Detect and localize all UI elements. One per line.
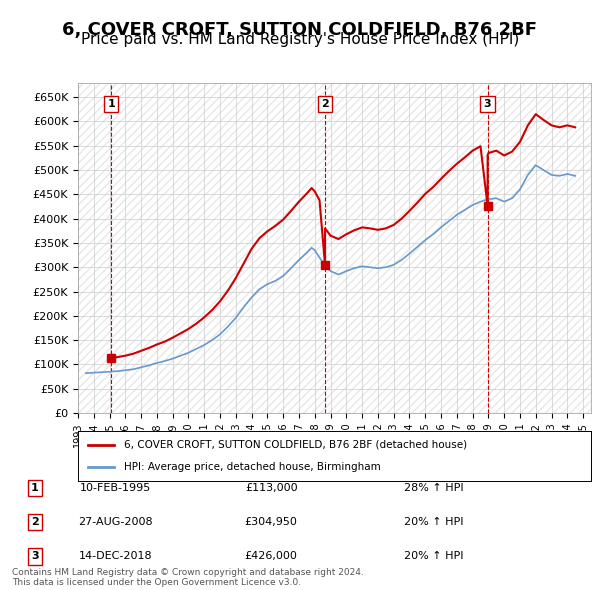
Text: 2: 2 xyxy=(31,517,39,527)
Text: 1: 1 xyxy=(107,99,115,109)
Text: 20% ↑ HPI: 20% ↑ HPI xyxy=(404,517,463,527)
Text: £304,950: £304,950 xyxy=(245,517,298,527)
Text: Price paid vs. HM Land Registry's House Price Index (HPI): Price paid vs. HM Land Registry's House … xyxy=(81,32,519,47)
Text: 3: 3 xyxy=(31,551,39,561)
Text: 1: 1 xyxy=(31,483,39,493)
Text: Contains HM Land Registry data © Crown copyright and database right 2024.
This d: Contains HM Land Registry data © Crown c… xyxy=(12,568,364,587)
Text: 20% ↑ HPI: 20% ↑ HPI xyxy=(404,551,463,561)
Text: £113,000: £113,000 xyxy=(245,483,298,493)
Text: 27-AUG-2008: 27-AUG-2008 xyxy=(79,517,153,527)
Text: 10-FEB-1995: 10-FEB-1995 xyxy=(80,483,151,493)
Text: 2: 2 xyxy=(321,99,329,109)
Text: HPI: Average price, detached house, Birmingham: HPI: Average price, detached house, Birm… xyxy=(124,462,381,472)
Text: 3: 3 xyxy=(484,99,491,109)
Text: £426,000: £426,000 xyxy=(245,551,298,561)
Text: 14-DEC-2018: 14-DEC-2018 xyxy=(79,551,152,561)
Text: 28% ↑ HPI: 28% ↑ HPI xyxy=(404,483,463,493)
Text: 6, COVER CROFT, SUTTON COLDFIELD, B76 2BF (detached house): 6, COVER CROFT, SUTTON COLDFIELD, B76 2B… xyxy=(124,440,467,450)
Text: 6, COVER CROFT, SUTTON COLDFIELD, B76 2BF: 6, COVER CROFT, SUTTON COLDFIELD, B76 2B… xyxy=(62,21,538,39)
